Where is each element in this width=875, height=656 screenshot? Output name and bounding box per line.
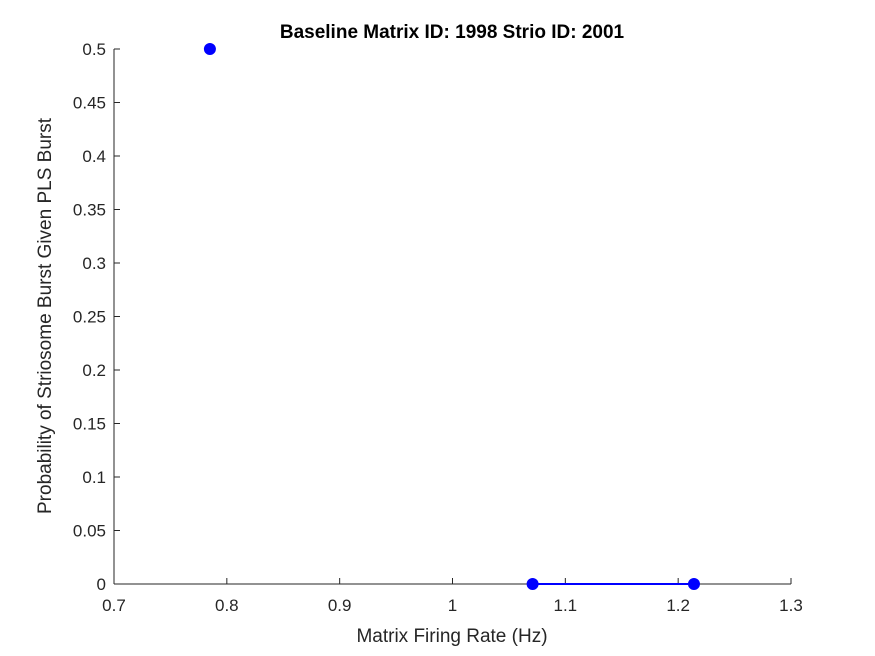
plot-series xyxy=(203,43,700,590)
x-axis-ticks: 0.7 0.8 0.9 1 1.1 1.2 1.3 xyxy=(102,578,803,615)
chart-title: Baseline Matrix ID: 1998 Strio ID: 2001 xyxy=(280,22,625,43)
data-point xyxy=(526,578,539,590)
y-tick-label: 0.15 xyxy=(73,415,106,434)
data-point xyxy=(203,43,216,55)
y-tick-label: 0.1 xyxy=(82,468,106,487)
x-tick-label: 0.9 xyxy=(328,596,352,615)
x-tick-label: 1.3 xyxy=(779,596,803,615)
x-tick-label: 0.7 xyxy=(102,596,126,615)
y-tick-label: 0 xyxy=(97,575,106,594)
y-tick-label: 0.35 xyxy=(73,201,106,220)
y-tick-label: 0.45 xyxy=(73,94,106,113)
y-axis-ticks: 0 0.05 0.1 0.15 0.2 0.25 0.3 0.35 0.4 0.45 0.5 xyxy=(73,40,120,594)
y-tick-label: 0.3 xyxy=(82,254,106,273)
x-tick-label: 1.2 xyxy=(666,596,690,615)
y-tick-label: 0.4 xyxy=(82,147,106,166)
data-point xyxy=(687,578,700,590)
y-tick-label: 0.05 xyxy=(73,522,106,541)
x-tick-label: 1 xyxy=(448,596,457,615)
y-tick-label: 0.2 xyxy=(82,361,106,380)
y-axis-label: Probability of Striosome Burst Given PLS… xyxy=(35,117,56,514)
x-tick-label: 0.8 xyxy=(215,596,239,615)
x-axis-label: Matrix Firing Rate (Hz) xyxy=(356,626,547,647)
x-tick-label: 1.1 xyxy=(554,596,578,615)
y-tick-label: 0.25 xyxy=(73,308,106,327)
y-tick-label: 0.5 xyxy=(82,40,106,59)
